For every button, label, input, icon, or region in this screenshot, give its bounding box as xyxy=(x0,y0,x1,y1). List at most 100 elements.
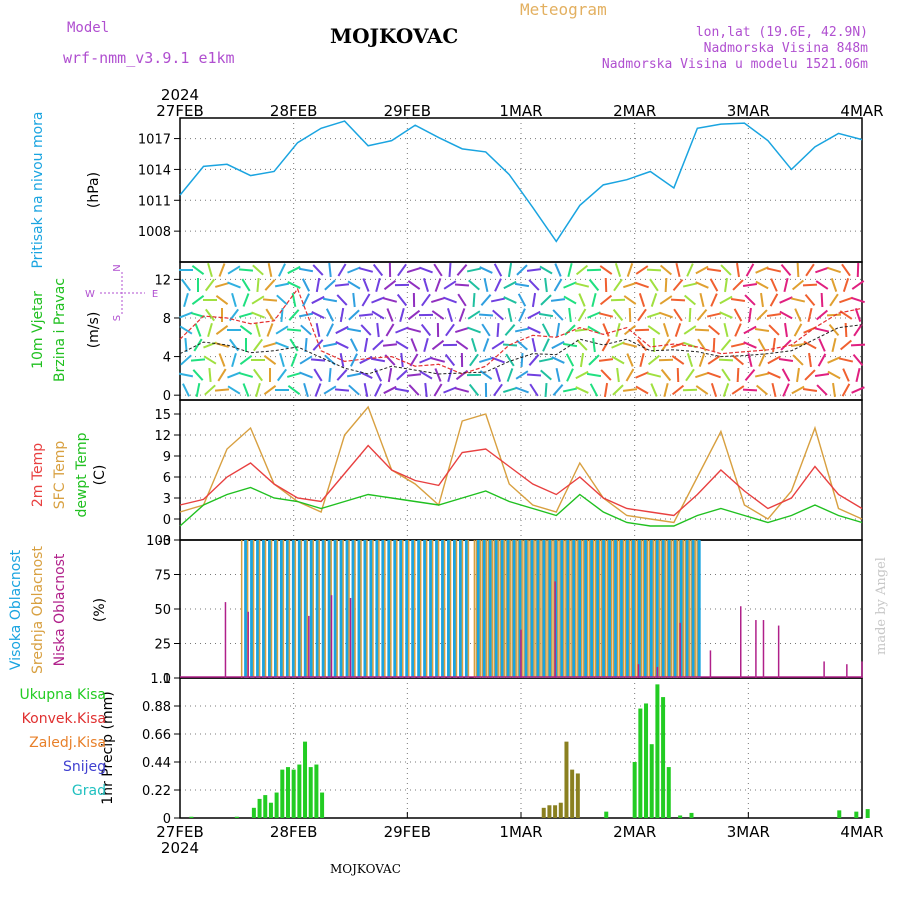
wind-arrow xyxy=(483,277,489,293)
wind-arrow xyxy=(769,293,779,307)
wind-arrow xyxy=(603,382,609,398)
wind-arrow xyxy=(456,264,468,276)
wind-arrow xyxy=(289,338,299,352)
wind-arrow xyxy=(783,277,789,293)
wind-arrow xyxy=(178,372,194,378)
wind-arrow xyxy=(482,338,490,352)
wind-arrow xyxy=(217,368,227,382)
wind-arrow xyxy=(190,358,206,362)
y-tick-label: 75 xyxy=(154,569,171,584)
wind-arrow xyxy=(466,267,482,273)
wind-arrow xyxy=(214,282,230,288)
wind-arrow xyxy=(396,293,408,307)
page-title: MOJKOVAC xyxy=(330,24,459,48)
temp-axis-title-sfc: SFC Temp xyxy=(52,441,68,510)
precip-bar xyxy=(234,816,239,818)
wind-arrow xyxy=(241,278,251,292)
wind-arrow xyxy=(518,308,526,322)
wind-arrow xyxy=(563,295,577,305)
wind-arrow xyxy=(538,312,554,318)
wind-arrow xyxy=(793,323,803,337)
wind-arrow xyxy=(406,327,422,333)
wind-arrow xyxy=(395,326,409,334)
cloud-axis-unit: (%) xyxy=(92,598,108,622)
wind-arrow xyxy=(275,341,289,349)
wind-arrow xyxy=(719,295,733,305)
wind-arrow xyxy=(540,369,552,381)
wind-arrow xyxy=(274,282,290,288)
wind-arrow xyxy=(514,282,530,288)
wind-arrow xyxy=(782,383,790,397)
wind-arrow xyxy=(635,265,649,275)
x-tick-label-top: 3MAR xyxy=(727,102,770,120)
wind-arrow xyxy=(370,357,386,363)
wind-arrow xyxy=(709,278,719,292)
wind-arrow xyxy=(551,356,565,364)
wind-arrow xyxy=(400,352,404,368)
wind-arrow xyxy=(781,368,791,382)
x-tick-label-top: 29FEB xyxy=(384,102,431,120)
precip-bar xyxy=(257,798,262,818)
wind-arrow xyxy=(589,383,599,397)
wind-arrow xyxy=(182,383,190,397)
wind-arrow xyxy=(736,367,740,383)
wind-arrow xyxy=(363,337,369,353)
wind-arrow xyxy=(697,338,707,352)
wind-arrow xyxy=(375,277,381,293)
wind-arrow xyxy=(791,385,805,395)
wind-arrow xyxy=(470,338,478,352)
wind-arrow xyxy=(373,368,383,382)
wind-arrow xyxy=(359,371,373,379)
wind-arrow xyxy=(358,267,374,273)
wind-arrow xyxy=(469,353,479,367)
wind-arrow xyxy=(612,308,624,322)
wind-arrow xyxy=(839,339,853,351)
wind-arrow xyxy=(539,265,553,275)
wind-arrow xyxy=(699,292,705,308)
wind-arrow xyxy=(688,307,692,323)
y-tick-label: 1008 xyxy=(138,225,171,240)
wind-arrow xyxy=(575,370,589,380)
wind-arrow xyxy=(818,338,826,352)
wind-arrow xyxy=(507,307,513,323)
wind-arrow xyxy=(304,337,308,353)
wind-arrow xyxy=(817,353,827,367)
wind-arrow xyxy=(772,337,776,353)
wind-arrow xyxy=(242,293,250,307)
wind-arrow xyxy=(853,323,863,337)
wind-arrow xyxy=(371,310,385,320)
elevation-label: Nadmorska Visina 848m xyxy=(703,41,868,56)
wind-arrow xyxy=(515,370,529,380)
wind-arrow xyxy=(544,382,548,398)
wind-arrow xyxy=(686,353,694,367)
x-tick-label-top: 1MAR xyxy=(499,102,542,120)
wind-arrow xyxy=(383,385,397,395)
wind-arrow xyxy=(516,339,528,351)
wind-arrow xyxy=(794,308,802,322)
y-tick-label: 0 xyxy=(163,513,171,528)
wind-arrow xyxy=(766,267,782,273)
wind-arrow xyxy=(371,296,385,304)
precip-bar xyxy=(558,802,563,818)
wind-axis-unit: (m/s) xyxy=(86,312,102,349)
precip-bar xyxy=(285,767,290,818)
wind-arrow xyxy=(674,323,682,337)
wind-axis-title-2: Brzina i Pravac xyxy=(52,278,68,382)
wind-arrow xyxy=(455,326,469,334)
x-tick-label-bottom: 28FEB xyxy=(270,823,317,841)
wind-arrow xyxy=(719,311,733,319)
wind-arrow xyxy=(204,384,216,396)
precip-legend-2: Zaledj.Kisa xyxy=(29,735,106,751)
wind-arrow xyxy=(529,383,539,397)
wind-arrow xyxy=(528,279,540,291)
wind-arrow xyxy=(324,279,336,291)
wind-arrow xyxy=(494,368,502,382)
wind-arrow xyxy=(218,263,226,277)
wind-arrow xyxy=(742,283,758,287)
wind-arrow xyxy=(361,293,371,307)
wind-arrow xyxy=(541,323,551,337)
wind-arrow xyxy=(694,328,710,332)
wind-arrow xyxy=(792,354,804,366)
wind-arrow xyxy=(337,263,347,277)
wind-arrow xyxy=(804,293,816,307)
